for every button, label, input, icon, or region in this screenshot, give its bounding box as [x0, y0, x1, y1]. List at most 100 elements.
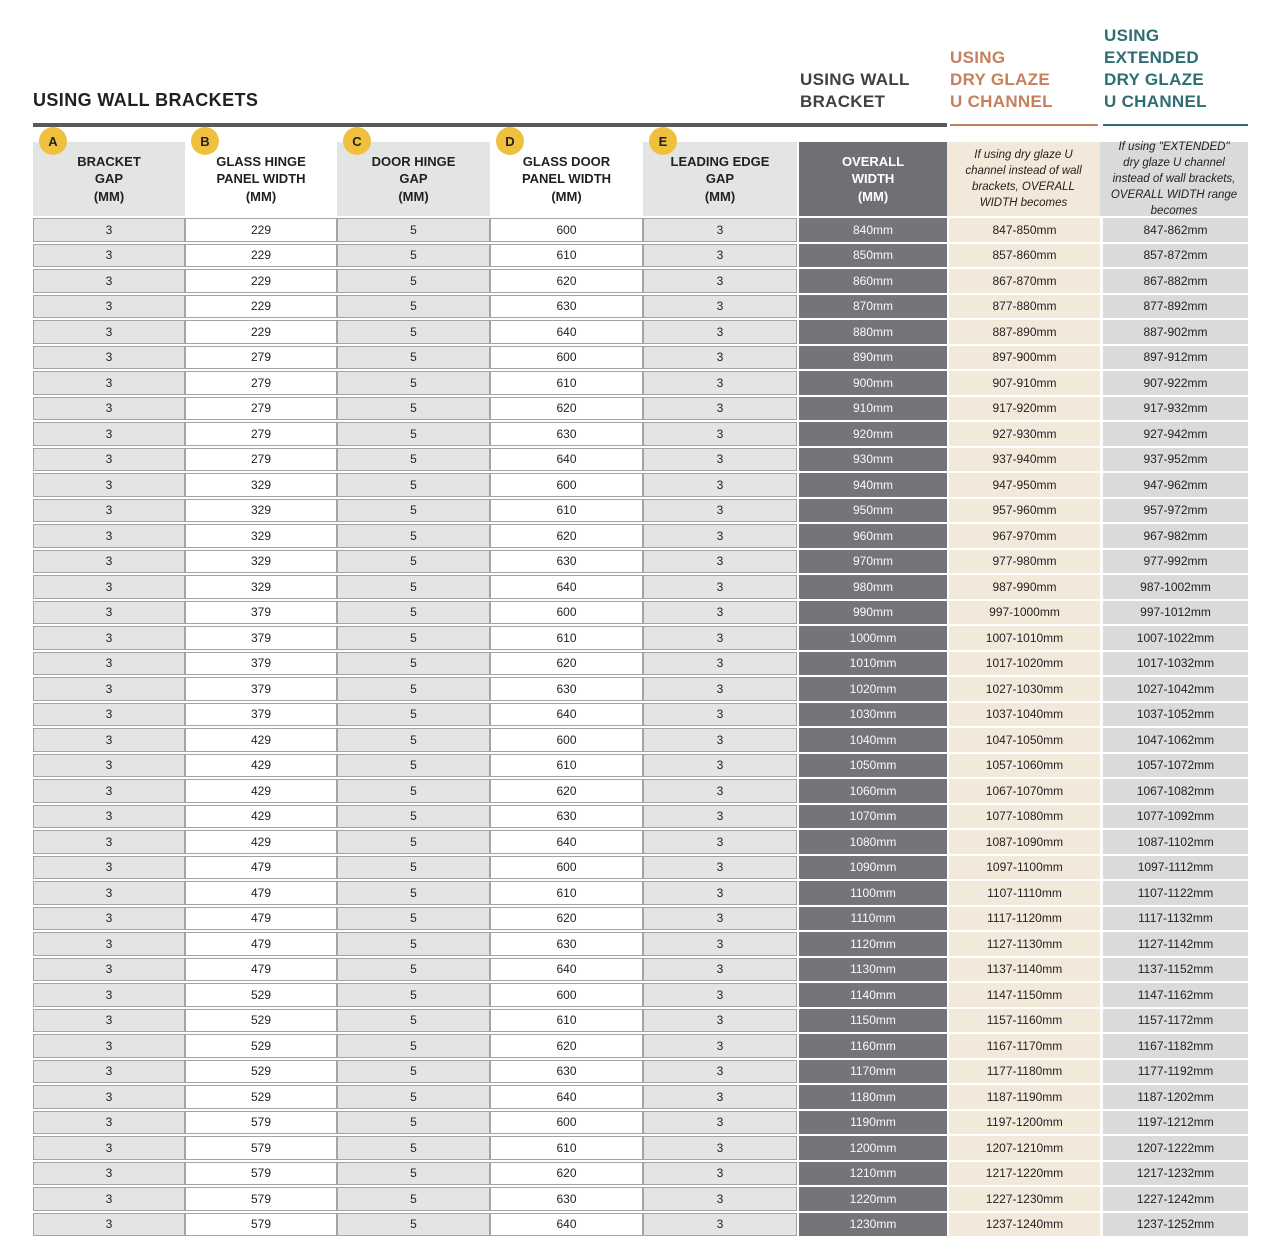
- table-cell-leading-edge-gap: 3: [643, 524, 797, 548]
- table-cell-dry-glaze-overall-width: 897-900mm: [947, 345, 1100, 369]
- table-cell-dry-glaze-overall-width: 1037-1040mm: [947, 702, 1100, 726]
- table-cell-dry-glaze-overall-width: 1217-1220mm: [947, 1161, 1100, 1185]
- table-cell-glass-hinge-panel-width: 429: [185, 830, 337, 854]
- table-cell-overall-width: 860mm: [797, 269, 947, 293]
- table-cell-glass-hinge-panel-width: 529: [185, 1085, 337, 1109]
- table-cell-overall-width: 930mm: [797, 447, 947, 471]
- table-cell-bracket-gap: 3: [33, 345, 185, 369]
- table-cell-overall-width: 1080mm: [797, 830, 947, 854]
- table-cell-bracket-gap: 3: [33, 728, 185, 752]
- table-cell-glass-door-panel-width: 610: [490, 753, 643, 777]
- table-cell-bracket-gap: 3: [33, 269, 185, 293]
- table-cell-overall-width: 1230mm: [797, 1212, 947, 1236]
- table-cell-glass-hinge-panel-width: 479: [185, 957, 337, 981]
- table-cell-glass-door-panel-width: 600: [490, 983, 643, 1007]
- table-cell-overall-width: 1000mm: [797, 626, 947, 650]
- table-cell-leading-edge-gap: 3: [643, 1059, 797, 1083]
- table-cell-dry-glaze-overall-width: 857-860mm: [947, 243, 1100, 267]
- table-cell-bracket-gap: 3: [33, 830, 185, 854]
- table-cell-dry-glaze-overall-width: 1087-1090mm: [947, 830, 1100, 854]
- table-cell-glass-hinge-panel-width: 579: [185, 1212, 337, 1236]
- table-cell-leading-edge-gap: 3: [643, 600, 797, 624]
- column-badge-d: D: [496, 127, 524, 155]
- table-cell-bracket-gap: 3: [33, 855, 185, 879]
- table-cell-leading-edge-gap: 3: [643, 753, 797, 777]
- table-cell-glass-door-panel-width: 630: [490, 677, 643, 701]
- table-cell-glass-hinge-panel-width: 479: [185, 855, 337, 879]
- table-cell-leading-edge-gap: 3: [643, 243, 797, 267]
- table-cell-door-hinge-gap: 5: [337, 218, 490, 242]
- table-cell-extended-dry-glaze-overall-width: 1217-1232mm: [1100, 1161, 1248, 1185]
- table-cell-overall-width: 990mm: [797, 600, 947, 624]
- table-cell-leading-edge-gap: 3: [643, 294, 797, 318]
- table-cell-dry-glaze-overall-width: 907-910mm: [947, 371, 1100, 395]
- table-cell-door-hinge-gap: 5: [337, 779, 490, 803]
- table-cell-overall-width: 1130mm: [797, 957, 947, 981]
- table-cell-overall-width: 1110mm: [797, 906, 947, 930]
- table-cell-dry-glaze-overall-width: 1007-1010mm: [947, 626, 1100, 650]
- column-header-extended-dry-glaze-overall-width: If using "EXTENDED" dry glaze U channel …: [1100, 141, 1248, 217]
- table-cell-glass-hinge-panel-width: 579: [185, 1136, 337, 1160]
- table-cell-extended-dry-glaze-overall-width: 1197-1212mm: [1100, 1110, 1248, 1134]
- table-cell-leading-edge-gap: 3: [643, 396, 797, 420]
- table-cell-overall-width: 1220mm: [797, 1187, 947, 1211]
- table-cell-glass-door-panel-width: 620: [490, 396, 643, 420]
- table-cell-glass-hinge-panel-width: 379: [185, 702, 337, 726]
- table-cell-dry-glaze-overall-width: 977-980mm: [947, 549, 1100, 573]
- table-cell-door-hinge-gap: 5: [337, 881, 490, 905]
- table-cell-overall-width: 890mm: [797, 345, 947, 369]
- table-cell-bracket-gap: 3: [33, 1161, 185, 1185]
- table-cell-dry-glaze-overall-width: 1017-1020mm: [947, 651, 1100, 675]
- table-cell-door-hinge-gap: 5: [337, 1085, 490, 1109]
- table-cell-glass-door-panel-width: 640: [490, 702, 643, 726]
- table-cell-door-hinge-gap: 5: [337, 804, 490, 828]
- table-cell-bracket-gap: 3: [33, 294, 185, 318]
- table-cell-leading-edge-gap: 3: [643, 651, 797, 675]
- table-cell-dry-glaze-overall-width: 1097-1100mm: [947, 855, 1100, 879]
- table-cell-glass-door-panel-width: 620: [490, 524, 643, 548]
- table-cell-glass-hinge-panel-width: 229: [185, 243, 337, 267]
- table-cell-dry-glaze-overall-width: 1197-1200mm: [947, 1110, 1100, 1134]
- table-cell-extended-dry-glaze-overall-width: 857-872mm: [1100, 243, 1248, 267]
- table-cell-bracket-gap: 3: [33, 702, 185, 726]
- table-cell-leading-edge-gap: 3: [643, 447, 797, 471]
- table-cell-dry-glaze-overall-width: 1227-1230mm: [947, 1187, 1100, 1211]
- table-cell-leading-edge-gap: 3: [643, 269, 797, 293]
- table-cell-overall-width: 1160mm: [797, 1034, 947, 1058]
- table-cell-bracket-gap: 3: [33, 1034, 185, 1058]
- table-cell-dry-glaze-overall-width: 1117-1120mm: [947, 906, 1100, 930]
- table-cell-dry-glaze-overall-width: 1047-1050mm: [947, 728, 1100, 752]
- table-cell-extended-dry-glaze-overall-width: 1127-1142mm: [1100, 932, 1248, 956]
- table-cell-extended-dry-glaze-overall-width: 1077-1092mm: [1100, 804, 1248, 828]
- table-cell-door-hinge-gap: 5: [337, 1008, 490, 1032]
- table-cell-overall-width: 910mm: [797, 396, 947, 420]
- table-cell-door-hinge-gap: 5: [337, 575, 490, 599]
- table-cell-bracket-gap: 3: [33, 371, 185, 395]
- table-cell-dry-glaze-overall-width: 917-920mm: [947, 396, 1100, 420]
- table-cell-glass-door-panel-width: 640: [490, 320, 643, 344]
- table-cell-door-hinge-gap: 5: [337, 294, 490, 318]
- table-cell-leading-edge-gap: 3: [643, 1187, 797, 1211]
- table-cell-glass-hinge-panel-width: 579: [185, 1187, 337, 1211]
- table-cell-dry-glaze-overall-width: 867-870mm: [947, 269, 1100, 293]
- table-cell-dry-glaze-overall-width: 1067-1070mm: [947, 779, 1100, 803]
- table-cell-dry-glaze-overall-width: 847-850mm: [947, 218, 1100, 242]
- table-cell-leading-edge-gap: 3: [643, 1008, 797, 1032]
- table-cell-glass-door-panel-width: 640: [490, 830, 643, 854]
- table-cell-extended-dry-glaze-overall-width: 1157-1172mm: [1100, 1008, 1248, 1032]
- table-cell-leading-edge-gap: 3: [643, 371, 797, 395]
- table-cell-glass-door-panel-width: 620: [490, 269, 643, 293]
- table-cell-dry-glaze-overall-width: 937-940mm: [947, 447, 1100, 471]
- table-cell-bracket-gap: 3: [33, 473, 185, 497]
- table-cell-bracket-gap: 3: [33, 983, 185, 1007]
- table-cell-leading-edge-gap: 3: [643, 906, 797, 930]
- table-cell-dry-glaze-overall-width: 1137-1140mm: [947, 957, 1100, 981]
- table-cell-leading-edge-gap: 3: [643, 575, 797, 599]
- table-cell-leading-edge-gap: 3: [643, 320, 797, 344]
- table-cell-extended-dry-glaze-overall-width: 867-882mm: [1100, 269, 1248, 293]
- table-cell-door-hinge-gap: 5: [337, 830, 490, 854]
- table-cell-glass-hinge-panel-width: 379: [185, 626, 337, 650]
- table-cell-overall-width: 1100mm: [797, 881, 947, 905]
- table-cell-dry-glaze-overall-width: 1177-1180mm: [947, 1059, 1100, 1083]
